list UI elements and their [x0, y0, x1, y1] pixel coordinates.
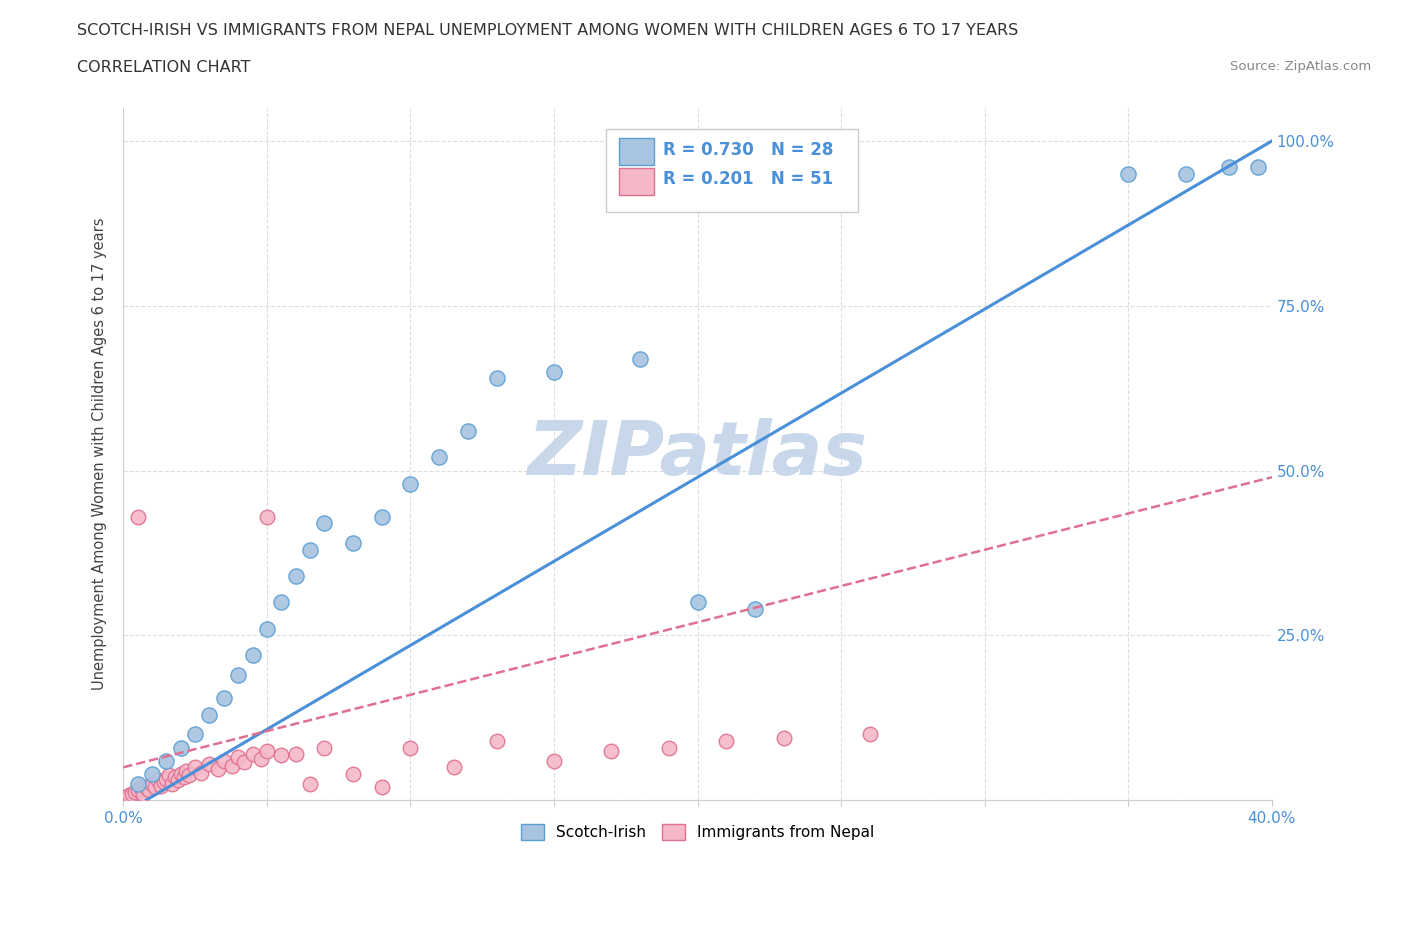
Point [270, 595, 292, 610]
Point [399, 476, 422, 491]
Point [152, 775, 174, 790]
Point [155, 772, 177, 787]
Point [314, 516, 336, 531]
Point [207, 761, 229, 776]
Point [127, 777, 149, 791]
Point [256, 621, 278, 636]
Text: R = 0.730   N = 28: R = 0.730 N = 28 [664, 140, 834, 158]
Point [250, 752, 273, 767]
Point [226, 750, 249, 764]
Point [221, 759, 243, 774]
Point [173, 770, 195, 785]
Legend: Scotch-Irish, Immigrants from Nepal: Scotch-Irish, Immigrants from Nepal [513, 817, 882, 848]
Point [342, 766, 364, 781]
Point [167, 773, 190, 788]
Point [143, 779, 166, 794]
Point [485, 371, 508, 386]
Point [118, 788, 141, 803]
Point [129, 781, 152, 796]
Point [132, 786, 155, 801]
Point [342, 536, 364, 551]
Point [198, 756, 221, 771]
Point [485, 734, 508, 749]
Text: ZIPatlas: ZIPatlas [527, 418, 868, 491]
Point [772, 730, 794, 745]
Point [371, 510, 394, 525]
Text: CORRELATION CHART: CORRELATION CHART [77, 60, 250, 75]
Point [212, 691, 235, 706]
Point [232, 754, 254, 769]
Point [198, 707, 221, 722]
Point [1246, 160, 1268, 175]
Point [163, 770, 186, 785]
FancyBboxPatch shape [606, 128, 859, 212]
Point [184, 727, 207, 742]
Point [242, 747, 264, 762]
Point [170, 740, 193, 755]
Point [157, 768, 180, 783]
Point [141, 766, 163, 781]
Point [314, 740, 336, 755]
Point [543, 365, 565, 379]
Point [658, 740, 681, 755]
Point [212, 753, 235, 768]
FancyBboxPatch shape [620, 139, 654, 165]
Point [127, 783, 149, 798]
Point [543, 753, 565, 768]
Point [141, 777, 163, 791]
Point [170, 766, 193, 781]
Point [146, 773, 169, 788]
Point [298, 777, 321, 791]
Point [399, 740, 422, 755]
Point [1174, 166, 1197, 181]
Point [427, 450, 450, 465]
Point [124, 785, 146, 800]
Point [190, 765, 212, 780]
Point [184, 760, 207, 775]
Point [859, 727, 882, 742]
Point [270, 748, 292, 763]
Point [371, 779, 394, 794]
Point [256, 743, 278, 758]
FancyBboxPatch shape [620, 168, 654, 194]
Point [138, 783, 160, 798]
Point [298, 542, 321, 557]
Point [179, 768, 201, 783]
Y-axis label: Unemployment Among Women with Children Ages 6 to 17 years: Unemployment Among Women with Children A… [93, 218, 107, 690]
Point [1118, 166, 1140, 181]
Point [716, 734, 738, 749]
Point [686, 595, 709, 610]
Point [628, 352, 651, 366]
Text: Source: ZipAtlas.com: Source: ZipAtlas.com [1230, 60, 1371, 73]
Point [226, 668, 249, 683]
Point [284, 747, 307, 762]
Point [155, 753, 177, 768]
Text: SCOTCH-IRISH VS IMMIGRANTS FROM NEPAL UNEMPLOYMENT AMONG WOMEN WITH CHILDREN AGE: SCOTCH-IRISH VS IMMIGRANTS FROM NEPAL UN… [77, 23, 1018, 38]
Point [160, 777, 183, 791]
Point [149, 778, 172, 793]
Point [176, 764, 198, 778]
Point [600, 743, 623, 758]
Point [242, 648, 264, 663]
Point [284, 568, 307, 583]
Point [121, 786, 143, 801]
Point [1218, 160, 1240, 175]
Point [744, 602, 766, 617]
Point [457, 423, 479, 438]
Point [127, 510, 149, 525]
Point [443, 760, 465, 775]
Point [115, 790, 138, 804]
Point [135, 779, 157, 794]
Point [256, 510, 278, 525]
Text: R = 0.201   N = 51: R = 0.201 N = 51 [664, 170, 834, 188]
